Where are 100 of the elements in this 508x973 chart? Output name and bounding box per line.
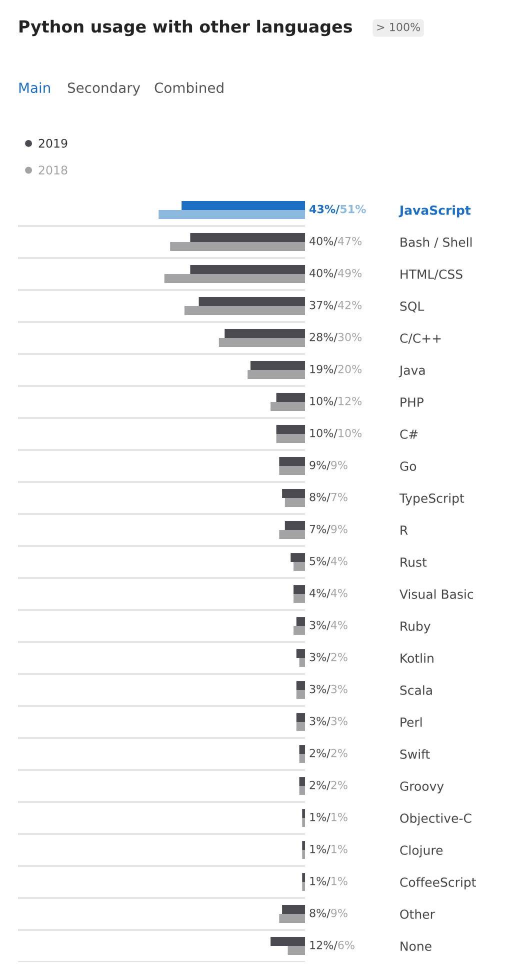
data-label: 4%	[330, 556, 348, 566]
bar	[270, 402, 305, 411]
bar	[250, 361, 305, 370]
bar	[296, 722, 305, 731]
y-tick-label: Clojure	[400, 845, 443, 858]
data-label: 2%	[331, 652, 348, 662]
data-label: 2%/	[310, 780, 330, 790]
data-label: 51%	[340, 204, 366, 214]
bar	[302, 873, 305, 882]
legend-label: 2019	[38, 138, 68, 148]
bar	[276, 425, 305, 434]
data-label: 40%/	[310, 268, 338, 278]
bar	[302, 818, 305, 827]
data-label: 12%/	[310, 940, 338, 950]
data-label: 40%/	[310, 236, 338, 246]
bar	[276, 434, 305, 443]
bar	[296, 690, 305, 699]
data-label: 3%/	[310, 684, 330, 694]
bar	[224, 329, 305, 338]
y-tick-label: PHP	[400, 398, 424, 407]
data-label: 9%/	[310, 460, 330, 470]
data-label: 1%	[332, 844, 348, 854]
bar	[276, 393, 305, 402]
y-tick-label: Go	[400, 461, 416, 471]
y-tick-label: Ruby	[400, 621, 430, 634]
bar	[284, 498, 305, 507]
bar	[296, 681, 305, 690]
y-tick-label: None	[400, 942, 432, 951]
data-label: 47%	[338, 236, 362, 246]
data-label: 4%	[330, 620, 348, 630]
legend-label: 2018	[38, 166, 68, 175]
y-tick-label: Objective-C	[400, 813, 472, 826]
bar	[164, 274, 305, 283]
data-label: 4%/	[310, 588, 330, 598]
y-tick-label: Rust	[400, 558, 427, 567]
y-tick-label: JavaScript	[398, 205, 471, 218]
data-label: 2%	[331, 748, 348, 758]
data-label: 9%	[331, 908, 348, 918]
data-label: 1%/	[310, 876, 330, 886]
data-label: 3%	[331, 684, 348, 694]
data-label: 43%/	[310, 204, 340, 214]
bar	[218, 338, 305, 347]
bar	[299, 777, 305, 786]
y-tick-label: Perl	[400, 717, 422, 727]
data-label: 9%	[331, 460, 348, 470]
bar	[294, 585, 305, 594]
bar	[190, 265, 305, 274]
chart-title: Python usage with other languages	[20, 20, 352, 36]
data-label: 4%	[330, 588, 348, 598]
data-label: 7%/	[310, 524, 330, 534]
y-tick-label: Visual Basic	[400, 589, 474, 599]
text: Secondary	[68, 82, 140, 96]
data-label: 3%/	[310, 652, 330, 662]
bar	[158, 210, 305, 219]
y-tick-label: Groovy	[400, 781, 444, 794]
bar	[302, 841, 305, 850]
y-tick-label: Java	[398, 366, 425, 378]
data-label: 8%/	[310, 492, 330, 502]
data-label: 3%	[331, 716, 348, 726]
y-tick-label: SQL	[400, 301, 424, 312]
bar	[279, 530, 305, 539]
bar	[294, 562, 305, 571]
bar	[279, 914, 305, 923]
bar	[302, 809, 305, 818]
data-label: 12%	[338, 396, 362, 406]
text: Combined	[154, 82, 224, 94]
data-label: 2%/	[310, 748, 330, 758]
data-label: 28%/	[310, 332, 338, 342]
data-label: 19%/	[310, 364, 338, 374]
data-label: 3%/	[310, 716, 330, 726]
bar	[282, 905, 305, 914]
bar	[294, 594, 305, 603]
data-label: 1%	[332, 812, 348, 822]
bar	[296, 617, 305, 626]
bar	[198, 297, 305, 306]
bar	[299, 658, 305, 667]
bar	[299, 745, 305, 754]
y-tick-label: C#	[400, 429, 418, 439]
bar	[288, 946, 305, 955]
bar	[170, 242, 305, 251]
data-label: 10%/	[310, 428, 338, 438]
bar	[282, 489, 305, 498]
bar	[284, 521, 305, 530]
y-tick-label: TypeScript	[399, 493, 464, 506]
bar	[302, 882, 305, 891]
text: Main	[19, 82, 50, 94]
data-label: 30%	[338, 332, 362, 342]
data-label: 49%	[338, 268, 362, 278]
data-label: 37%/	[310, 300, 338, 310]
bar	[279, 466, 305, 475]
data-label: 10%	[338, 428, 362, 438]
data-label: 20%	[338, 364, 362, 374]
y-tick-label: Kotlin	[400, 653, 434, 663]
data-label: 8%/	[310, 908, 330, 918]
data-label: 6%	[338, 940, 354, 950]
data-label: 1%	[332, 876, 348, 886]
bar	[270, 937, 305, 946]
data-label: 10%/	[310, 396, 338, 406]
bar	[248, 370, 305, 379]
y-tick-label: HTML/CSS	[400, 269, 462, 280]
